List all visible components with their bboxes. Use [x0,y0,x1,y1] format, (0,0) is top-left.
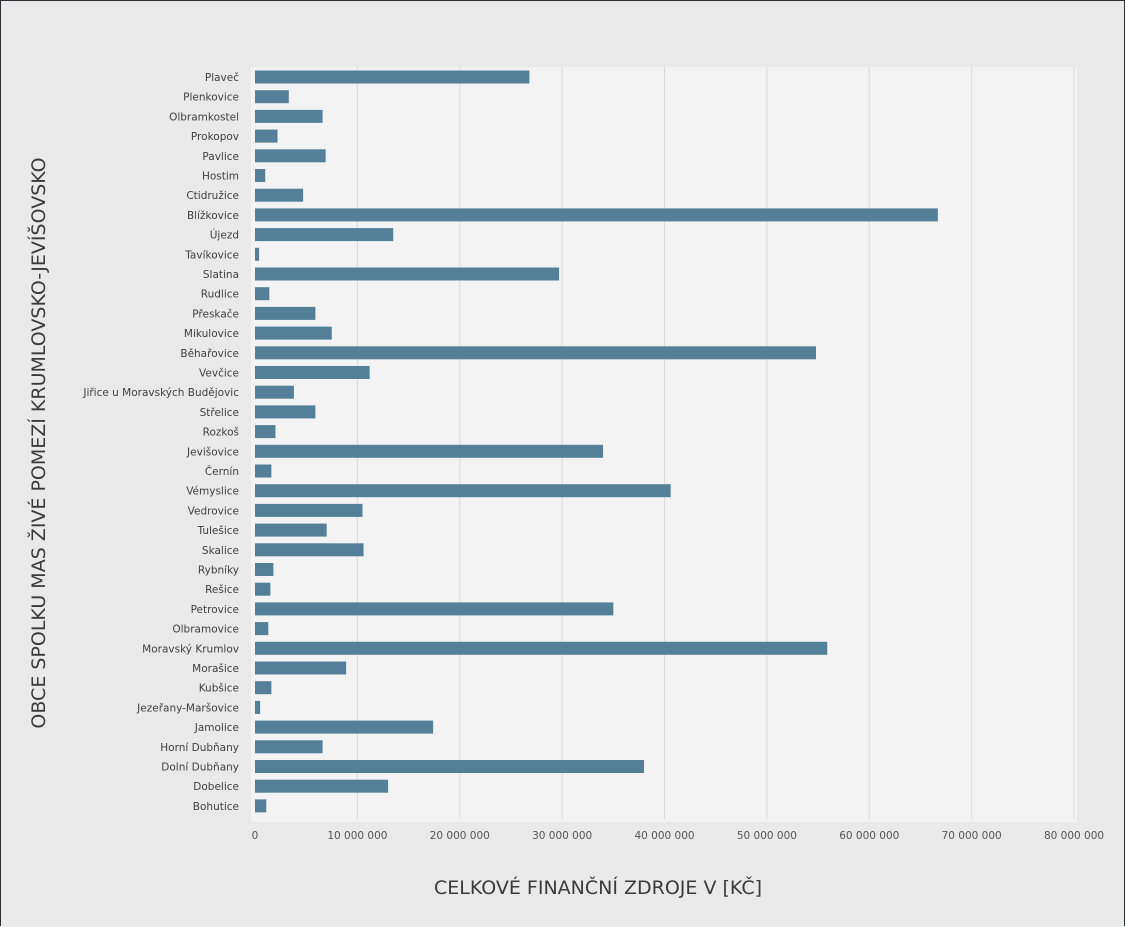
bars [255,70,938,813]
category-labels: Plaveč Plenkovice Olbramkostel Prokopov Pavl… [82,72,239,813]
bar [255,149,326,163]
bar [255,444,604,458]
bar [255,109,323,123]
bar [255,484,671,498]
category-label: Kubšice [199,683,239,695]
category-label: Blížkovice [187,210,239,222]
category-label: Dolní Dubňany [161,762,239,774]
bar [255,622,269,636]
category-label: Přeskače [192,308,239,320]
category-label: Dobelice [193,781,239,793]
bar [255,464,272,478]
category-label: Morašice [192,663,239,675]
bar [255,326,332,340]
category-label: Pavlice [202,151,239,163]
bar [255,267,560,281]
category-label: Vedrovice [188,505,239,517]
category-label: Petrovice [191,604,239,616]
category-label: Horní Dubňany [160,742,239,754]
category-label: Skalice [202,545,239,557]
bar [255,425,276,439]
x-tick-labels: 0 10 000 000 20 000 000 30 000 000 40 000 00… [252,830,1104,842]
bar [255,779,389,793]
x-axis-label: CELKOVÉ FINANČNÍ ZDROJE V [KČ] [434,875,762,899]
bar [255,405,316,419]
bar [255,129,278,143]
category-label: Běhařovice [180,348,239,360]
category-label: Ctidružice [186,190,239,202]
bar [255,188,304,202]
bar [255,582,271,596]
x-tick-label: 0 [252,830,259,842]
category-label: Újezd [210,229,239,242]
category-label: Plenkovice [183,92,239,104]
bar [255,523,327,537]
x-tick-label: 40 000 000 [634,830,694,842]
bar [255,661,347,675]
category-label: Plaveč [205,72,239,84]
category-label: Rešice [205,584,239,596]
bar [255,70,530,84]
bar [255,641,828,655]
bar [255,602,614,616]
bar [255,306,316,320]
bar [255,760,645,773]
bar [255,720,434,734]
category-label: Jamolice [194,722,239,734]
category-label: Rybníky [198,565,239,577]
bar [255,681,272,695]
category-label: Tulešice [197,525,239,537]
category-label: Olbramovice [172,624,239,636]
bar [255,503,363,517]
category-label: Olbramkostel [169,111,239,123]
x-tick-label: 20 000 000 [430,830,490,842]
bar [255,543,364,557]
category-label: Jiřice u Moravských Budějovic [82,387,239,399]
category-label: Rozkoš [203,427,239,439]
category-label: Jezeřany-Maršovice [136,702,239,714]
category-label: Vémyslice [186,486,239,498]
x-tick-label: 30 000 000 [532,830,592,842]
category-label: Tavíkovice [184,249,239,261]
category-label: Mikulovice [184,328,239,340]
category-label: Střelice [200,407,239,419]
x-tick-label: 70 000 000 [942,830,1002,842]
category-label: Černín [205,465,239,478]
category-label: Prokopov [191,131,239,143]
bar [255,740,323,754]
bar [255,385,294,399]
category-label: Moravský Krumlov [142,643,239,655]
category-label: Jevišovice [186,446,239,458]
x-tick-label: 10 000 000 [327,830,387,842]
category-label: Slatina [203,269,239,281]
category-label: Rudlice [201,289,239,301]
bar [255,700,261,714]
x-tick-label: 60 000 000 [839,830,899,842]
bar [255,346,817,360]
bar [255,799,267,813]
bar [255,287,270,301]
bar [255,208,938,222]
bar [255,228,394,242]
x-tick-label: 80 000 000 [1044,830,1104,842]
bar [255,247,260,261]
x-tick-label: 50 000 000 [737,830,797,842]
bar [255,169,266,182]
y-axis-label: OBCE SPOLKU MAS ŽIVÉ POMEZÍ KRUMLOVSKO-J… [26,157,50,728]
bar [255,563,274,576]
category-label: Vevčice [199,368,239,380]
bar [255,366,370,379]
bar [255,90,289,104]
category-label: Bohutice [193,801,239,813]
grid-lines [356,67,1075,819]
category-label: Hostim [202,171,239,183]
